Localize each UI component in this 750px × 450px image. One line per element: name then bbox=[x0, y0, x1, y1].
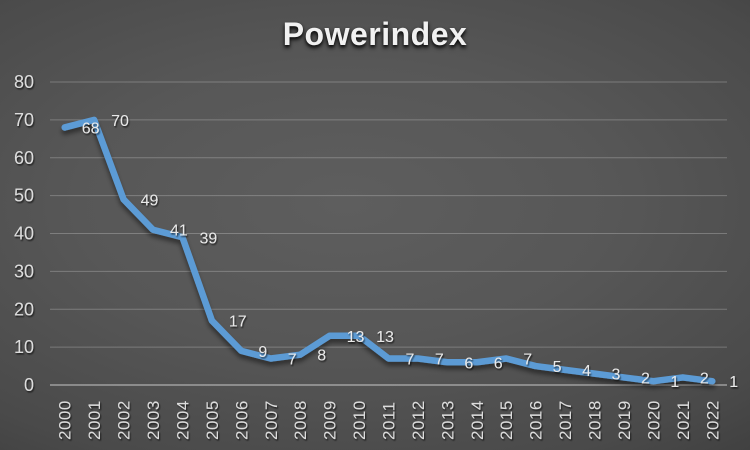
x-axis-tick-label: 2008 bbox=[291, 400, 310, 440]
data-label: 1 bbox=[670, 374, 679, 391]
x-axis-tick-label: 2015 bbox=[497, 400, 516, 440]
y-axis-tick-label: 60 bbox=[14, 148, 34, 168]
y-axis-tick-label: 20 bbox=[14, 299, 34, 319]
data-label: 4 bbox=[582, 363, 591, 380]
data-labels-group: 68 70 49 41 39 17 9 7 8 13 13 7 7 6 6 7 5 4 3 2 1 2 1 bbox=[82, 113, 739, 391]
data-label: 6 bbox=[494, 355, 503, 372]
data-label: 17 bbox=[229, 314, 247, 331]
chart-title: Powerindex bbox=[282, 16, 468, 52]
y-axis-tick-label: 70 bbox=[14, 110, 34, 130]
x-axis-tick-label: 2009 bbox=[321, 400, 340, 440]
x-axis-tick-label: 2007 bbox=[262, 400, 281, 440]
x-axis-tick-label: 2012 bbox=[409, 400, 428, 440]
y-axis-labels-group: 0 10 20 30 40 50 60 70 80 bbox=[14, 72, 34, 395]
gridlines-group bbox=[50, 81, 727, 348]
data-label: 41 bbox=[170, 223, 188, 240]
x-axis-tick-label: 2003 bbox=[144, 400, 163, 440]
data-label: 2 bbox=[700, 370, 709, 387]
x-axis-tick-label: 2013 bbox=[438, 400, 457, 440]
x-axis-labels-group: 2000 2001 2002 2003 2004 2005 2006 2007 2008 2009… bbox=[56, 400, 723, 440]
x-axis-tick-label: 2021 bbox=[674, 400, 693, 440]
x-axis-tick-label: 2014 bbox=[468, 400, 487, 440]
y-axis-tick-label: 50 bbox=[14, 186, 34, 206]
x-axis-tick-label: 2018 bbox=[586, 400, 605, 440]
series-line-powerindex bbox=[61, 116, 716, 385]
x-axis-tick-label: 2006 bbox=[232, 400, 251, 440]
data-label: 7 bbox=[435, 351, 444, 368]
data-label: 13 bbox=[376, 329, 394, 346]
x-axis-tick-label: 2022 bbox=[703, 400, 722, 440]
data-label: 7 bbox=[288, 351, 297, 368]
y-axis-tick-label: 80 bbox=[14, 72, 34, 92]
data-label: 2 bbox=[641, 370, 650, 387]
y-axis-tick-label: 10 bbox=[14, 337, 34, 357]
data-label: 1 bbox=[729, 374, 738, 391]
data-label: 6 bbox=[464, 355, 473, 372]
data-label: 13 bbox=[347, 329, 365, 346]
x-axis-tick-label: 2011 bbox=[380, 401, 399, 440]
data-label: 9 bbox=[258, 344, 267, 361]
y-axis-tick-label: 40 bbox=[14, 224, 34, 244]
x-axis-tick-label: 2010 bbox=[350, 400, 369, 440]
data-label: 5 bbox=[553, 359, 562, 376]
x-axis-tick-label: 2005 bbox=[203, 400, 222, 440]
x-axis-tick-label: 2002 bbox=[115, 400, 134, 440]
x-axis-tick-label: 2004 bbox=[173, 400, 192, 440]
data-label: 8 bbox=[317, 348, 326, 365]
x-axis-tick-label: 2019 bbox=[615, 400, 634, 440]
y-axis-tick-label: 30 bbox=[14, 261, 34, 281]
x-axis-tick-label: 2020 bbox=[644, 400, 663, 440]
y-axis-tick-label: 0 bbox=[24, 375, 34, 395]
data-label: 3 bbox=[612, 367, 621, 384]
x-axis-tick-label: 2001 bbox=[85, 400, 104, 440]
data-label: 39 bbox=[199, 230, 217, 247]
data-label: 49 bbox=[141, 192, 159, 209]
data-label: 68 bbox=[82, 120, 100, 137]
x-axis-tick-label: 2000 bbox=[56, 400, 75, 440]
data-label: 7 bbox=[406, 351, 415, 368]
data-label: 7 bbox=[523, 351, 532, 368]
data-label: 70 bbox=[111, 113, 129, 130]
x-axis-tick-label: 2016 bbox=[527, 400, 546, 440]
x-axis-tick-label: 2017 bbox=[556, 400, 575, 440]
